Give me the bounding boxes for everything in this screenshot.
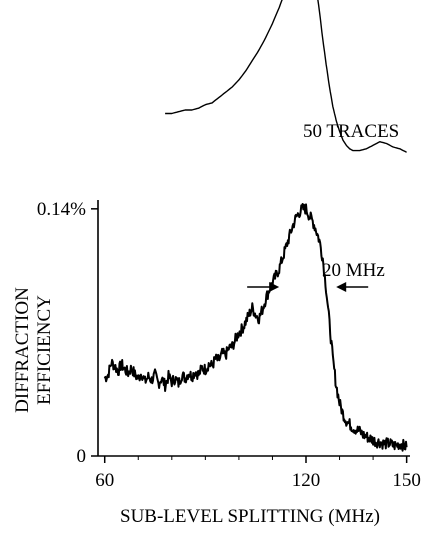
y-tick-marks <box>91 208 98 457</box>
x-axis-label: SUB-LEVEL SPLITTING (MHz) <box>120 506 380 527</box>
series-line-measured <box>103 203 408 452</box>
series-line-50-traces <box>165 0 407 153</box>
x-tick-label-120: 120 <box>292 470 321 491</box>
y-axis-label-line-2: EFFICIENCY <box>34 295 55 405</box>
x-tick-marks <box>103 456 408 463</box>
x-tick-label-150: 150 <box>392 470 421 491</box>
width-label: 20 MHz <box>322 260 385 281</box>
y-axis-label: DIFFRACTION EFFICIENCY <box>12 287 55 413</box>
x-tick-label-60: 60 <box>95 470 114 491</box>
y-tick-label-zero: 0 <box>77 446 87 467</box>
width-arrow-right <box>336 282 369 292</box>
width-arrow-left <box>247 282 280 292</box>
trace-label: 50 TRACES <box>303 121 399 142</box>
y-axis-label-line-1: DIFFRACTION <box>12 287 33 413</box>
y-tick-label-max: 0.14% <box>37 199 86 220</box>
